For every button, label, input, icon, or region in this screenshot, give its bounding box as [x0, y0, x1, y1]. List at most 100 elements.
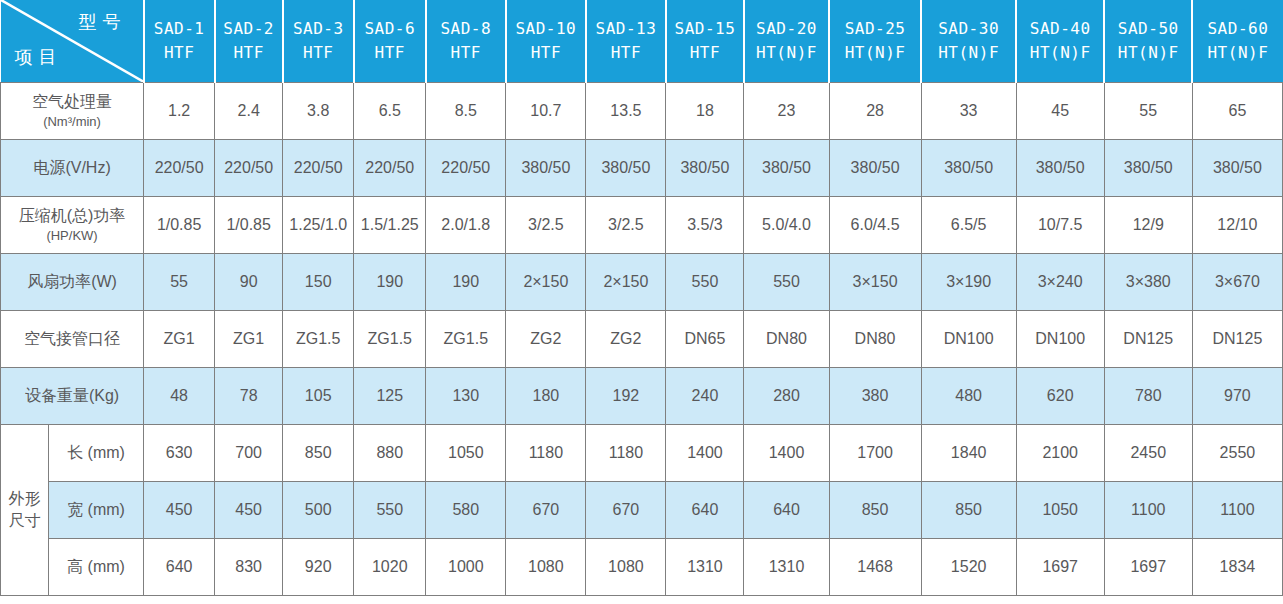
- spec-cell: 6.5: [354, 82, 426, 139]
- row-label: 空气处理量(Nm³/min): [1, 82, 144, 139]
- model-header-sad-60: SAD-60HT(N)F: [1192, 0, 1282, 82]
- spec-cell: 1.2: [144, 82, 215, 139]
- spec-cell: 1697: [1104, 538, 1192, 595]
- spec-cell: 150: [283, 253, 354, 310]
- dimension-sublabel: 高 (mm): [49, 538, 144, 595]
- corner-label-model: 型号: [79, 9, 127, 36]
- spec-cell: 220/50: [215, 139, 283, 196]
- spec-cell: 2×150: [586, 253, 666, 310]
- spec-cell: 480: [921, 367, 1016, 424]
- spec-cell: 970: [1192, 367, 1282, 424]
- spec-row: 风扇功率(W)55901501901902×1502×1505505503×15…: [1, 253, 1283, 310]
- spec-cell: 18: [666, 82, 744, 139]
- spec-cell: 1310: [666, 538, 744, 595]
- spec-cell: 12/9: [1104, 196, 1192, 253]
- model-header-sad-13: SAD-13HTF: [586, 0, 666, 82]
- model-header-sad-20: SAD-20HT(N)F: [744, 0, 829, 82]
- spec-cell: 1697: [1016, 538, 1104, 595]
- spec-cell: 670: [586, 481, 666, 538]
- spec-cell: 3×380: [1104, 253, 1192, 310]
- spec-cell: 65: [1192, 82, 1282, 139]
- spec-cell: 640: [144, 538, 215, 595]
- spec-cell: 550: [666, 253, 744, 310]
- spec-cell: 1834: [1192, 538, 1282, 595]
- spec-cell: DN125: [1104, 310, 1192, 367]
- spec-cell: 180: [506, 367, 586, 424]
- spec-cell: 2550: [1192, 424, 1282, 481]
- spec-cell: 380/50: [744, 139, 829, 196]
- spec-row: 空气接管口径ZG1ZG1ZG1.5ZG1.5ZG1.5ZG2ZG2DN65DN8…: [1, 310, 1283, 367]
- model-header-sad-40: SAD-40HT(N)F: [1016, 0, 1104, 82]
- dimension-row: 外形尺寸长 (mm)630700850880105011801180140014…: [1, 424, 1283, 481]
- spec-cell: 640: [744, 481, 829, 538]
- spec-cell: 220/50: [426, 139, 506, 196]
- spec-cell: 1050: [1016, 481, 1104, 538]
- spec-cell: 620: [1016, 367, 1104, 424]
- spec-cell: ZG1: [215, 310, 283, 367]
- spec-cell: 5.0/4.0: [744, 196, 829, 253]
- spec-cell: 450: [215, 481, 283, 538]
- spec-cell: 3×670: [1192, 253, 1282, 310]
- spec-cell: 2.0/1.8: [426, 196, 506, 253]
- spec-cell: 240: [666, 367, 744, 424]
- model-header-sad-6: SAD-6HTF: [354, 0, 426, 82]
- spec-cell: 10/7.5: [1016, 196, 1104, 253]
- model-header-sad-25: SAD-25HT(N)F: [829, 0, 921, 82]
- spec-cell: 1840: [921, 424, 1016, 481]
- row-label: 设备重量(Kg): [1, 367, 144, 424]
- spec-cell: 10.7: [506, 82, 586, 139]
- header-row: 型号 项目 SAD-1HTFSAD-2HTFSAD-3HTFSAD-6HTFSA…: [1, 0, 1283, 82]
- spec-cell: 2450: [1104, 424, 1192, 481]
- spec-cell: 78: [215, 367, 283, 424]
- spec-cell: 1700: [829, 424, 921, 481]
- spec-cell: 1310: [744, 538, 829, 595]
- spec-cell: ZG2: [586, 310, 666, 367]
- spec-cell: 1000: [426, 538, 506, 595]
- spec-cell: 45: [1016, 82, 1104, 139]
- dimension-sublabel: 长 (mm): [49, 424, 144, 481]
- model-header-sad-50: SAD-50HT(N)F: [1104, 0, 1192, 82]
- spec-cell: DN125: [1192, 310, 1282, 367]
- model-header-sad-30: SAD-30HT(N)F: [921, 0, 1016, 82]
- model-header-sad-1: SAD-1HTF: [144, 0, 215, 82]
- spec-cell: 3/2.5: [506, 196, 586, 253]
- spec-cell: 125: [354, 367, 426, 424]
- spec-cell: ZG1.5: [283, 310, 354, 367]
- spec-cell: 1100: [1192, 481, 1282, 538]
- spec-cell: 830: [215, 538, 283, 595]
- spec-cell: 380/50: [1104, 139, 1192, 196]
- spec-cell: 580: [426, 481, 506, 538]
- spec-cell: 3.5/3: [666, 196, 744, 253]
- spec-cell: ZG2: [506, 310, 586, 367]
- spec-cell: 3×240: [1016, 253, 1104, 310]
- spec-cell: 920: [283, 538, 354, 595]
- spec-cell: 6.5/5: [921, 196, 1016, 253]
- row-label: 压缩机(总)功率(HP/KW): [1, 196, 144, 253]
- spec-cell: 220/50: [283, 139, 354, 196]
- spec-cell: 28: [829, 82, 921, 139]
- spec-cell: DN80: [829, 310, 921, 367]
- spec-cell: 192: [586, 367, 666, 424]
- model-header-sad-15: SAD-15HTF: [666, 0, 744, 82]
- spec-cell: DN100: [921, 310, 1016, 367]
- spec-cell: 380/50: [921, 139, 1016, 196]
- spec-cell: 3.8: [283, 82, 354, 139]
- spec-cell: 630: [144, 424, 215, 481]
- spec-cell: 2.4: [215, 82, 283, 139]
- spec-cell: 380/50: [666, 139, 744, 196]
- spec-cell: 1080: [586, 538, 666, 595]
- spec-cell: 90: [215, 253, 283, 310]
- spec-cell: 1400: [666, 424, 744, 481]
- model-header-sad-2: SAD-2HTF: [215, 0, 283, 82]
- spec-cell: 380/50: [1016, 139, 1104, 196]
- spec-cell: 2×150: [506, 253, 586, 310]
- spec-cell: 670: [506, 481, 586, 538]
- spec-cell: 1468: [829, 538, 921, 595]
- spec-row: 空气处理量(Nm³/min)1.22.43.86.58.510.713.5182…: [1, 82, 1283, 139]
- spec-cell: 1180: [586, 424, 666, 481]
- spec-cell: DN100: [1016, 310, 1104, 367]
- corner-cell: 型号 项目: [1, 0, 144, 82]
- spec-cell: 6.0/4.5: [829, 196, 921, 253]
- dimension-row: 宽 (mm)4504505005505806706706406408508501…: [1, 481, 1283, 538]
- spec-cell: 8.5: [426, 82, 506, 139]
